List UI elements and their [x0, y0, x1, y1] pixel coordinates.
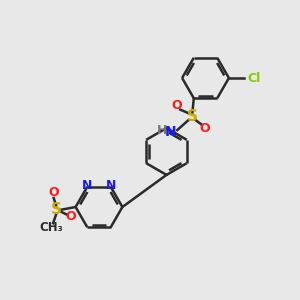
Text: S: S — [51, 202, 62, 217]
Text: H: H — [157, 124, 167, 137]
Text: O: O — [200, 122, 210, 135]
Text: N: N — [82, 179, 92, 192]
Text: O: O — [48, 186, 59, 200]
Text: N: N — [165, 125, 176, 140]
Text: O: O — [66, 209, 76, 223]
Text: S: S — [187, 110, 198, 124]
Text: O: O — [171, 99, 182, 112]
Text: N: N — [106, 179, 116, 192]
Text: Cl: Cl — [247, 71, 260, 85]
Text: CH₃: CH₃ — [40, 221, 64, 234]
